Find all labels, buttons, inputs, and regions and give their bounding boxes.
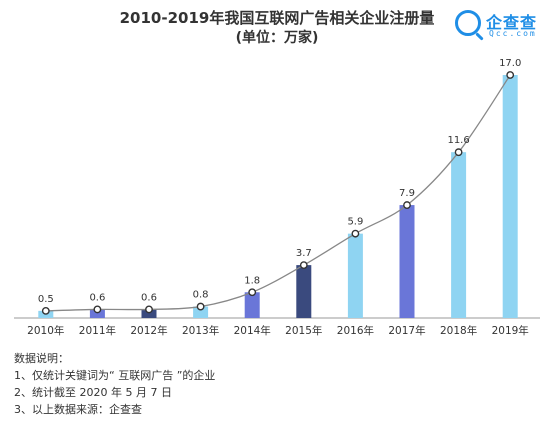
bar-2016年	[347, 233, 363, 318]
value-label-2010年: 0.5	[38, 294, 54, 305]
x-tick-label-2010年: 2010年	[27, 324, 64, 337]
bar-2015年	[296, 265, 312, 318]
note-item-2: 2、统计截至 2020 年 5 月 7 日	[14, 386, 172, 399]
x-tick-label-2018年: 2018年	[440, 324, 477, 337]
trend-point-2019年	[506, 71, 515, 79]
trend-point-2010年	[41, 306, 50, 315]
bar-2011年	[89, 309, 105, 318]
trend-point-2016年	[351, 229, 360, 238]
value-label-2015年: 3.7	[296, 248, 312, 259]
note-item-3: 3、以上数据来源：企查查	[14, 403, 142, 416]
value-label-2018年: 11.6	[447, 135, 469, 146]
logo-name: 企查查	[486, 13, 538, 32]
trend-point-2015年	[299, 261, 308, 270]
trend-point-2018年	[454, 148, 463, 157]
chart-title: 2010-2019年我国互联网广告相关企业注册量	[119, 9, 435, 27]
trend-point-2012年	[145, 305, 153, 314]
x-tick-label-2014年: 2014年	[234, 324, 271, 337]
bar-2012年	[141, 309, 157, 318]
value-label-2014年: 1.8	[244, 275, 260, 286]
x-tick-label-2012年: 2012年	[130, 324, 167, 337]
bar-2014年	[244, 292, 260, 318]
x-tick-label-2013年: 2013年	[182, 324, 219, 337]
value-label-2016年: 5.9	[347, 217, 363, 228]
logo-domain: Qcc.com	[489, 29, 537, 38]
magnifier-logo-icon	[455, 10, 481, 36]
trend-point-2017年	[403, 201, 411, 209]
value-label-2011年: 0.6	[89, 292, 105, 303]
bar-chart: 0.5 2010年 0.6 2011年 0.6 2012年 0.8 2013年 1.8 2014年…	[14, 58, 540, 337]
x-tick-label-2019年: 2019年	[492, 324, 529, 337]
trend-point-2014年	[248, 288, 257, 297]
x-tick-label-2017年: 2017年	[388, 324, 425, 337]
bar-2019年	[502, 75, 518, 318]
x-tick-label-2011年: 2011年	[79, 324, 116, 337]
bar-2017年	[399, 205, 415, 318]
trend-point-2013年	[196, 302, 205, 311]
value-label-2012年: 0.6	[141, 292, 157, 303]
note-item-1: 1、仅统计关键词为“ 互联网广告 ”的企业	[14, 369, 216, 382]
value-label-2017年: 7.9	[399, 188, 415, 199]
bar-2018年	[451, 152, 467, 318]
x-tick-label-2015年: 2015年	[285, 324, 322, 337]
chart-title-block: 2010-2019年我国互联网广告相关企业注册量 (单位：万家)	[0, 8, 554, 48]
value-label-2013年: 0.8	[193, 290, 209, 301]
bar-2013年	[193, 306, 209, 318]
notes-heading: 数据说明：	[14, 352, 69, 365]
value-label-2019年: 17.0	[499, 58, 521, 69]
trend-point-2011年	[93, 305, 102, 314]
trend-line	[45, 74, 511, 312]
data-notes: 数据说明： 1、仅统计关键词为“ 互联网广告 ”的企业 2、统计截至 2020 …	[14, 350, 215, 418]
x-tick-label-2016年: 2016年	[337, 324, 374, 337]
chart-subtitle: (单位：万家)	[235, 30, 319, 46]
qcc-logo: 企查查 Qcc.com	[455, 8, 551, 44]
